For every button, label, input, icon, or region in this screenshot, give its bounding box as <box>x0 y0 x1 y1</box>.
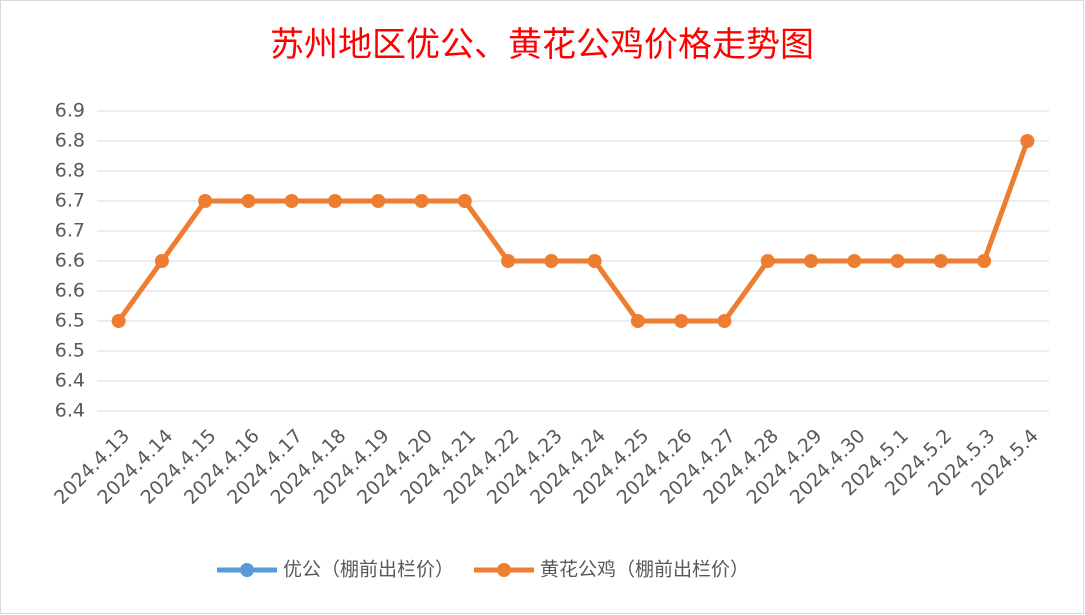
data-point <box>154 254 169 268</box>
y-tick-label: 6.5 <box>55 340 85 362</box>
data-point <box>111 314 126 328</box>
series-line <box>116 140 1030 324</box>
data-point <box>804 254 818 268</box>
y-tick-label: 6.7 <box>55 220 85 242</box>
y-tick-label: 6.4 <box>55 370 85 392</box>
data-point <box>1020 134 1035 148</box>
data-point <box>933 254 948 268</box>
y-tick-label: 6.8 <box>55 130 85 152</box>
data-point <box>414 194 429 208</box>
chart-title: 苏州地区优公、黄花公鸡价格走势图 <box>270 25 814 65</box>
legend-swatch-marker <box>497 563 512 577</box>
data-point <box>717 314 732 328</box>
y-tick-label: 6.8 <box>55 160 85 182</box>
data-point <box>630 314 645 328</box>
data-point <box>587 254 602 268</box>
data-point <box>977 254 992 268</box>
data-point <box>371 194 386 208</box>
y-tick-label: 6.6 <box>55 250 85 272</box>
data-point <box>457 194 472 208</box>
data-point <box>284 194 299 208</box>
y-tick-label: 6.9 <box>55 100 85 122</box>
legend-label: 黄花公鸡（棚前出栏价） <box>540 559 749 581</box>
legend-label: 优公（棚前出栏价） <box>283 559 454 581</box>
y-tick-label: 6.7 <box>55 190 85 212</box>
y-tick-label: 6.5 <box>55 310 85 332</box>
data-point <box>328 194 342 208</box>
data-point <box>501 254 516 268</box>
legend-swatch-marker <box>240 563 254 577</box>
data-point <box>674 314 689 328</box>
data-point <box>847 254 862 268</box>
y-tick-label: 6.4 <box>55 400 85 422</box>
data-point <box>544 254 559 268</box>
data-point <box>890 254 905 268</box>
data-point <box>198 194 213 208</box>
data-point <box>241 194 256 208</box>
y-tick-label: 6.6 <box>55 280 85 302</box>
data-point <box>760 254 775 268</box>
